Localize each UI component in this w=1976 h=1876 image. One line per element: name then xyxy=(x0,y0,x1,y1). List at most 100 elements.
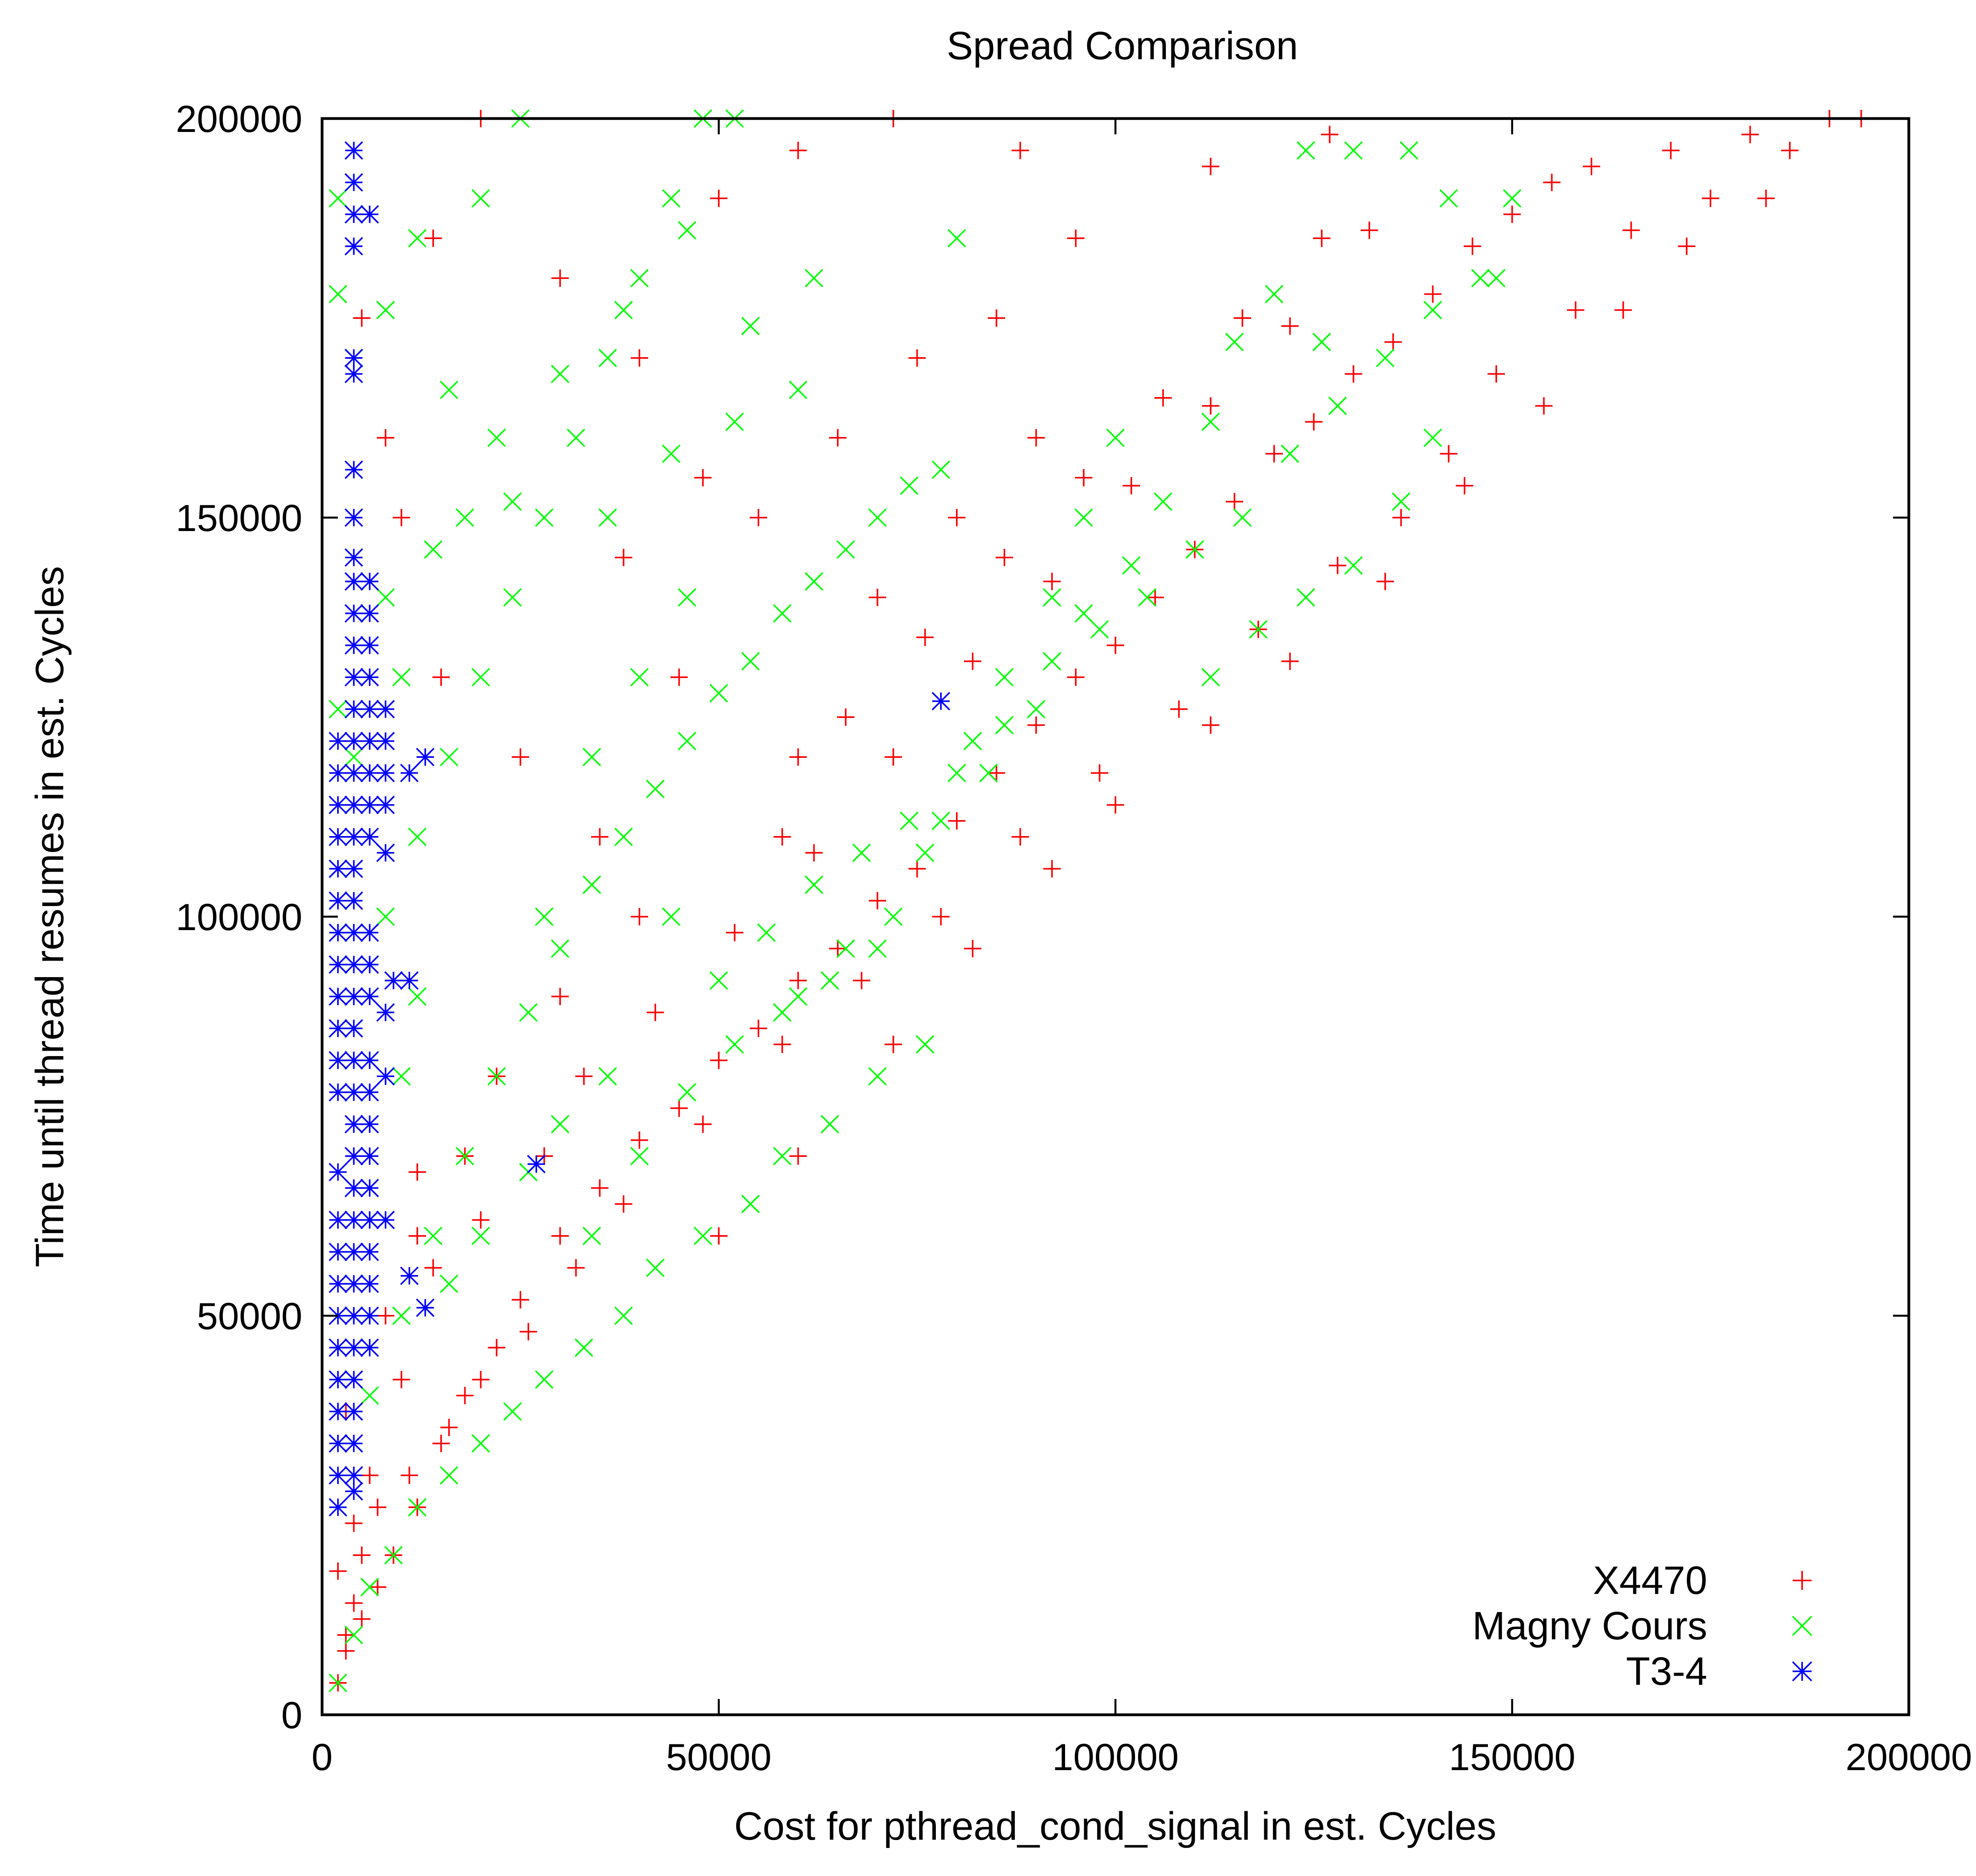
data-point xyxy=(678,221,696,240)
data-point xyxy=(1225,333,1244,352)
data-point xyxy=(328,1466,347,1485)
data-point xyxy=(1384,333,1402,351)
data-point xyxy=(361,1467,379,1484)
data-point xyxy=(575,1338,593,1357)
data-point xyxy=(678,1083,696,1102)
data-point xyxy=(583,748,601,767)
data-point xyxy=(1424,301,1442,320)
data-point xyxy=(647,1004,664,1021)
data-point xyxy=(360,763,379,782)
data-point xyxy=(995,716,1014,735)
data-point xyxy=(947,229,966,248)
data-point xyxy=(408,1498,427,1517)
data-point xyxy=(328,1051,347,1070)
data-point xyxy=(328,1019,347,1038)
data-point xyxy=(353,309,371,327)
data-point xyxy=(377,429,394,446)
data-point xyxy=(344,795,363,814)
data-point xyxy=(328,891,347,910)
data-point xyxy=(1376,348,1395,367)
data-point xyxy=(757,923,776,942)
data-point xyxy=(328,859,347,878)
data-point xyxy=(1360,221,1378,239)
data-point xyxy=(1074,508,1093,527)
data-point xyxy=(773,828,791,846)
data-point xyxy=(344,923,363,942)
data-point xyxy=(353,1610,371,1628)
data-point xyxy=(725,1035,744,1054)
data-point xyxy=(773,1003,792,1022)
data-point xyxy=(424,1259,442,1277)
data-point xyxy=(575,1068,593,1085)
data-point xyxy=(1107,796,1124,814)
data-point xyxy=(598,1067,617,1086)
data-point xyxy=(1344,141,1363,160)
data-point xyxy=(353,1546,371,1564)
data-point xyxy=(908,860,926,878)
y-tick-label: 200000 xyxy=(176,98,302,140)
data-point xyxy=(931,460,950,479)
data-point xyxy=(551,269,569,287)
data-point xyxy=(1122,556,1141,575)
data-point xyxy=(344,205,363,224)
data-point xyxy=(408,229,427,248)
data-point xyxy=(1296,141,1315,160)
data-point xyxy=(662,907,681,926)
data-point xyxy=(916,629,934,646)
data-point xyxy=(416,1298,435,1317)
data-point xyxy=(1090,620,1109,639)
data-point xyxy=(805,844,823,862)
data-point xyxy=(344,1242,363,1261)
x-tick-label: 50000 xyxy=(666,1736,771,1778)
data-point xyxy=(328,1242,347,1261)
data-point xyxy=(344,1370,363,1389)
data-point xyxy=(360,1338,379,1357)
data-point xyxy=(836,540,855,559)
data-point xyxy=(344,859,363,878)
data-point xyxy=(710,1227,728,1245)
data-point xyxy=(503,492,522,511)
x-axis-label: Cost for pthread_cond_signal in est. Cyc… xyxy=(734,1804,1497,1848)
data-point xyxy=(591,1179,609,1197)
data-point xyxy=(709,684,728,703)
data-point xyxy=(694,1115,712,1133)
data-point xyxy=(551,1227,569,1245)
data-point xyxy=(868,1067,887,1086)
data-point xyxy=(1321,126,1339,143)
data-point xyxy=(837,708,854,726)
data-point xyxy=(360,732,379,751)
data-point xyxy=(511,1291,529,1309)
data-point xyxy=(900,812,918,831)
data-point xyxy=(916,843,935,862)
data-point xyxy=(741,1194,760,1213)
data-point xyxy=(344,668,363,687)
data-point xyxy=(376,1067,395,1086)
data-point xyxy=(376,907,395,926)
data-point xyxy=(344,1482,363,1501)
data-point xyxy=(344,891,363,910)
data-point xyxy=(1487,269,1506,288)
data-point xyxy=(400,1266,419,1285)
data-point xyxy=(408,987,427,1006)
data-point xyxy=(869,892,886,910)
data-point xyxy=(439,1466,458,1485)
data-point xyxy=(392,1371,410,1388)
data-point xyxy=(1202,397,1220,415)
data-point xyxy=(328,1083,347,1102)
data-point xyxy=(328,1274,347,1293)
data-point xyxy=(384,971,403,990)
data-point xyxy=(360,1051,379,1070)
data-point xyxy=(344,173,363,192)
data-point xyxy=(1622,221,1640,239)
data-point xyxy=(900,476,918,495)
data-point xyxy=(344,1147,363,1166)
data-point xyxy=(440,1418,458,1436)
data-point xyxy=(424,1226,443,1245)
data-point xyxy=(789,1147,807,1165)
legend-item: Magny Cours xyxy=(1472,1604,1812,1648)
legend-label: T3-4 xyxy=(1626,1649,1707,1693)
data-point xyxy=(1265,445,1283,463)
data-point xyxy=(631,349,648,367)
data-point xyxy=(360,1578,379,1597)
